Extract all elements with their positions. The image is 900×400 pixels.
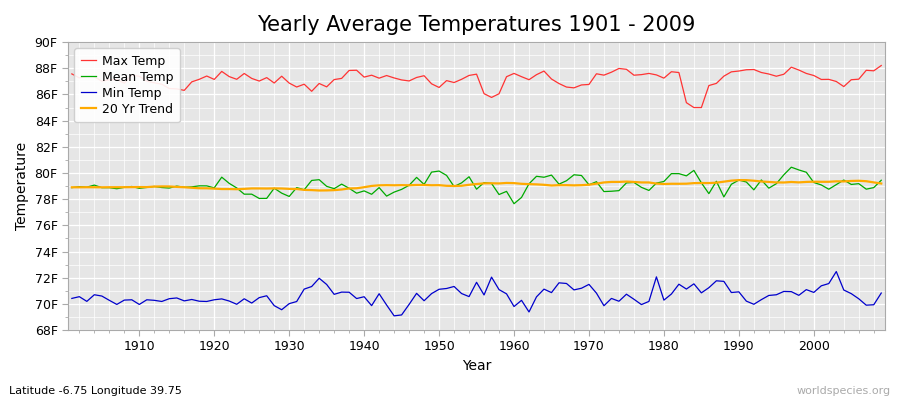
20 Yr Trend [292,187,302,192]
Line: Min Temp: Min Temp [72,272,881,316]
20 Yr Trend [508,181,519,186]
Min Temp [516,298,526,303]
Mean Temp [606,189,616,194]
Min Temp [67,296,77,301]
20 Yr Trend [876,181,886,186]
20 Yr Trend [344,186,355,191]
Min Temp [126,297,137,302]
Mean Temp [126,184,137,189]
20 Yr Trend [67,185,77,190]
Max Temp [688,105,699,110]
Max Temp [67,72,77,76]
Line: Max Temp: Max Temp [72,66,881,108]
Mean Temp [501,189,512,194]
Mean Temp [292,185,302,190]
Max Temp [501,74,512,79]
Min Temp [389,314,400,318]
Min Temp [831,269,842,274]
Y-axis label: Temperature: Temperature [15,142,29,230]
Line: 20 Yr Trend: 20 Yr Trend [72,180,881,190]
Max Temp [876,63,886,68]
20 Yr Trend [314,188,325,193]
Legend: Max Temp, Mean Temp, Min Temp, 20 Yr Trend: Max Temp, Mean Temp, Min Temp, 20 Yr Tre… [75,48,180,122]
Min Temp [508,304,519,309]
Min Temp [337,290,347,294]
20 Yr Trend [606,180,616,184]
Min Temp [292,299,302,304]
Max Temp [337,76,347,81]
Max Temp [598,73,609,78]
20 Yr Trend [126,185,137,190]
Mean Temp [786,165,796,170]
Mean Temp [516,195,526,200]
Line: Mean Temp: Mean Temp [72,167,881,204]
Max Temp [292,85,302,90]
Mean Temp [876,178,886,183]
X-axis label: Year: Year [462,359,491,373]
20 Yr Trend [734,178,744,182]
Max Temp [508,71,519,76]
Text: Latitude -6.75 Longitude 39.75: Latitude -6.75 Longitude 39.75 [9,386,182,396]
Text: worldspecies.org: worldspecies.org [796,386,891,396]
Mean Temp [67,185,77,190]
Title: Yearly Average Temperatures 1901 - 2009: Yearly Average Temperatures 1901 - 2009 [257,15,696,35]
20 Yr Trend [516,182,526,186]
Mean Temp [337,182,347,186]
Min Temp [876,291,886,296]
Min Temp [606,296,616,301]
Max Temp [126,73,137,78]
Mean Temp [508,201,519,206]
